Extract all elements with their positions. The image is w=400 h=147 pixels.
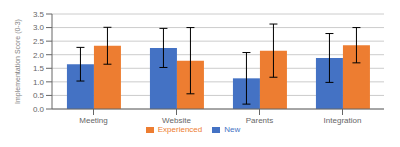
html-text:Experienced: Experienced bbox=[157, 125, 203, 134]
html-text:New: New bbox=[224, 125, 241, 134]
svg-text:Parents: Parents bbox=[246, 116, 274, 125]
svg-text:2.5: 2.5 bbox=[33, 37, 45, 46]
svg-text:3.0: 3.0 bbox=[33, 23, 45, 32]
svg-text:Implementation Score (0-3): Implementation Score (0-3) bbox=[14, 19, 22, 104]
svg-text:3.5: 3.5 bbox=[33, 10, 45, 19]
svg-text:Integration: Integration bbox=[324, 116, 362, 125]
svg-text:0.0: 0.0 bbox=[33, 105, 45, 114]
svg-text:2.0: 2.0 bbox=[33, 51, 45, 60]
svg-text:1.0: 1.0 bbox=[33, 78, 45, 87]
svg-text:Meeting: Meeting bbox=[79, 116, 107, 125]
svg-text:1.5: 1.5 bbox=[33, 64, 45, 73]
svg-text:0.5: 0.5 bbox=[33, 91, 45, 100]
svg-text:Website: Website bbox=[162, 116, 191, 125]
